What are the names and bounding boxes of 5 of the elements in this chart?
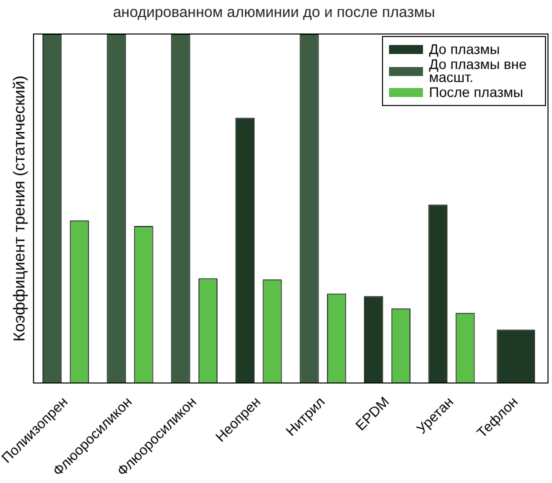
legend-label: До плазмы: [429, 41, 501, 57]
y-axis-title: Коэффициент трения (статический): [11, 76, 28, 342]
chart-title: анодированном алюминии до и после плазмы: [112, 4, 436, 22]
legend-label: После плазмы: [429, 84, 524, 100]
legend-label: До плазмы вне масшт.: [429, 56, 528, 85]
